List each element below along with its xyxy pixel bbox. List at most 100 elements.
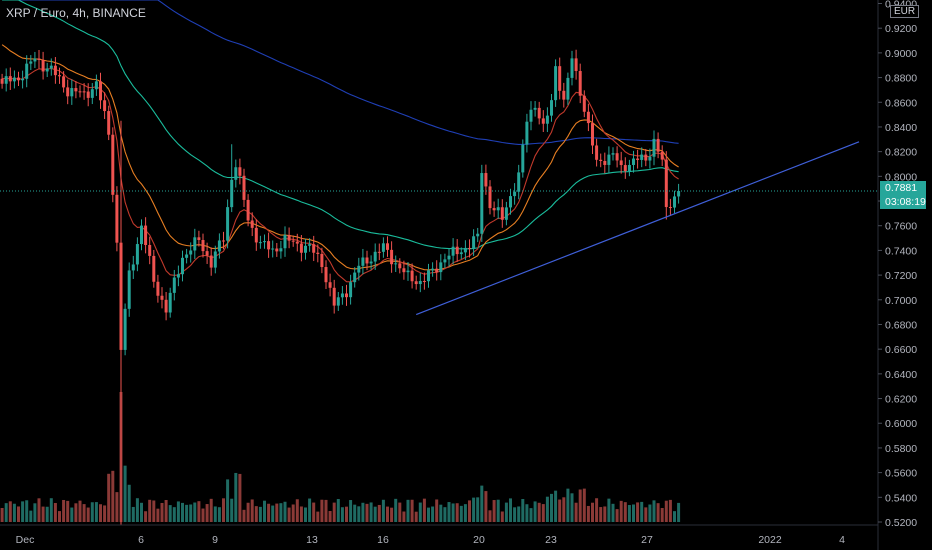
volume-bar	[435, 499, 439, 522]
candle-body	[111, 134, 115, 195]
candle-body	[574, 58, 578, 72]
candle-body	[664, 159, 668, 208]
chart-title: XRP / Euro, 4h, BINANCE	[6, 6, 146, 20]
volume-bar	[66, 500, 70, 522]
volume-bar	[422, 498, 426, 522]
y-tick-label: 0.5800	[885, 443, 917, 455]
volume-bar	[324, 499, 328, 522]
candle-body	[570, 58, 574, 78]
volume-bar	[332, 502, 336, 522]
volume-bar	[619, 500, 623, 522]
volume-bar	[287, 507, 291, 522]
volume-bar	[472, 497, 476, 522]
candle-body	[369, 261, 373, 264]
candle-body	[591, 123, 594, 146]
volume-bar	[234, 472, 238, 522]
volume-bar	[591, 502, 594, 522]
volume-bar	[361, 502, 365, 522]
volume-bar	[664, 500, 668, 522]
candle-body	[472, 236, 476, 249]
volume-bar	[308, 498, 312, 522]
y-tick-label: 0.6200	[885, 394, 917, 406]
volume-bar	[135, 498, 139, 522]
candle-body	[582, 95, 586, 112]
candle-body	[484, 173, 488, 187]
candle-body	[422, 281, 426, 283]
candle-body	[349, 282, 353, 298]
candle-body	[386, 243, 389, 250]
volume-bar	[230, 498, 234, 522]
candle-body	[152, 255, 156, 282]
candle-body	[525, 121, 529, 145]
candle-body	[4, 76, 8, 84]
candle-body	[644, 154, 648, 161]
volume-bar	[62, 499, 66, 522]
volume-bar	[640, 501, 644, 522]
candle-body	[164, 299, 168, 313]
candle-body	[41, 59, 45, 72]
candle-body	[320, 253, 324, 268]
volume-bar	[455, 503, 459, 522]
volume-bar	[33, 503, 37, 522]
volume-bar	[254, 506, 258, 522]
candle-body	[611, 153, 615, 155]
volume-bar	[570, 493, 574, 522]
volume-bar	[373, 506, 377, 522]
volume-bar	[398, 502, 402, 522]
currency-label[interactable]: EUR	[890, 5, 920, 18]
volume-bar	[566, 488, 570, 522]
volume-bar	[349, 500, 353, 522]
volume-bar	[533, 501, 537, 522]
candle-body	[398, 263, 402, 269]
y-tick-label: 0.8800	[885, 73, 917, 85]
candle-body	[345, 293, 348, 298]
candle-body	[607, 154, 611, 165]
candle-body	[90, 89, 94, 98]
volume-bar	[197, 501, 201, 522]
y-tick-label: 0.7200	[885, 270, 917, 282]
candle-body	[271, 248, 275, 250]
candle-body	[357, 265, 361, 273]
volume-bar	[427, 507, 430, 522]
candle-body	[263, 241, 266, 243]
volume-bar	[53, 503, 57, 522]
x-tick-label: 23	[545, 534, 557, 546]
volume-bar	[328, 511, 332, 522]
volume-bar	[390, 507, 394, 522]
volume-bar	[25, 500, 29, 522]
candle-body	[197, 237, 201, 241]
candle-body	[394, 263, 398, 265]
y-tick-label: 0.7600	[885, 221, 917, 233]
volume-bar	[99, 504, 102, 522]
volume-bar	[402, 511, 406, 522]
volume-bar	[357, 506, 361, 522]
volume-bar	[45, 506, 49, 522]
candle-body	[566, 77, 570, 100]
candle-body	[673, 196, 676, 208]
volume-bar	[205, 504, 209, 522]
candle-body	[603, 160, 607, 165]
volume-bar	[562, 497, 566, 522]
candle-body	[115, 194, 119, 243]
candle-body	[377, 251, 381, 253]
x-tick-label: 13	[306, 534, 318, 546]
candle-body	[193, 237, 197, 251]
candle-body	[267, 241, 271, 250]
candle-body	[222, 240, 225, 242]
candle-body	[492, 208, 496, 211]
candle-body	[627, 164, 631, 172]
candle-body	[131, 264, 135, 271]
candle-body	[279, 248, 283, 252]
volume-bar	[49, 498, 53, 522]
candle-body	[189, 250, 193, 255]
volume-bar	[213, 506, 217, 522]
volume-bar	[4, 503, 8, 522]
candle-body	[402, 268, 406, 273]
candle-body	[677, 191, 681, 197]
volume-bar	[386, 506, 389, 522]
volume-bar	[377, 504, 381, 522]
y-tick-label: 0.5400	[885, 492, 917, 504]
candle-body	[287, 235, 291, 241]
volume-bar	[595, 498, 599, 522]
